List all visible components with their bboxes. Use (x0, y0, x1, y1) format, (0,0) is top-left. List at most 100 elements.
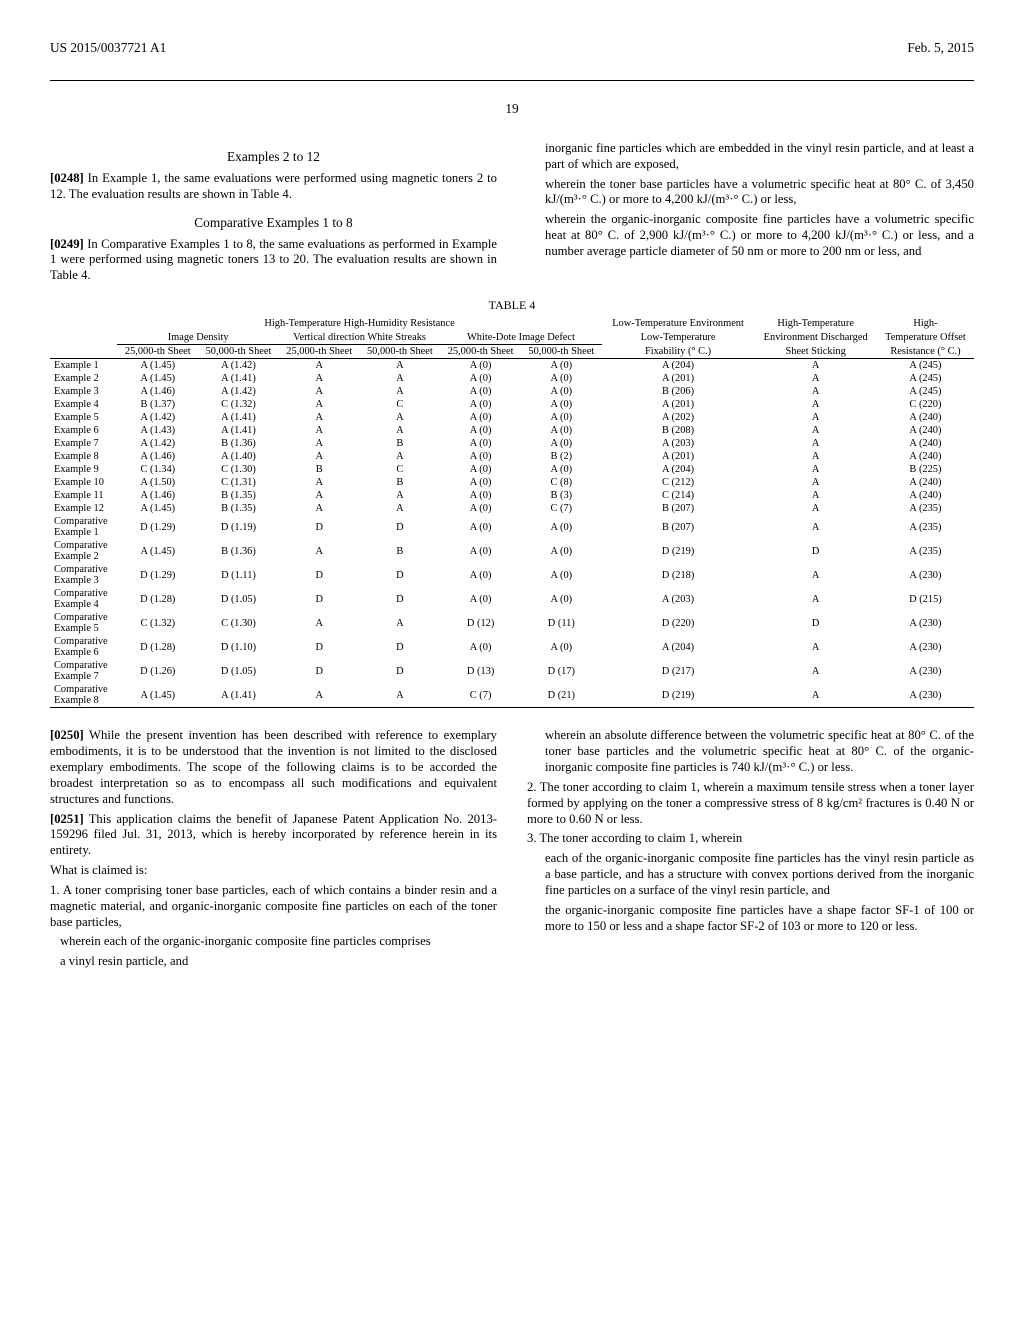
table-cell: B (206) (602, 385, 755, 398)
table-cell: A (0) (521, 424, 602, 437)
row-label: Example 12 (50, 502, 117, 515)
left-column-top: Examples 2 to 12 [0248] In Example 1, th… (50, 137, 497, 288)
claim-cont-1: inorganic fine particles which are embed… (545, 141, 974, 173)
table-cell: A (279, 359, 360, 373)
table-cell: D (1.19) (198, 515, 279, 539)
col-group-lte: Low-Temperature Environment (602, 317, 755, 330)
table-cell: B (207) (602, 515, 755, 539)
table-cell: A (754, 385, 876, 398)
table-cell: A (201) (602, 398, 755, 411)
table-cell: D (279, 563, 360, 587)
table-cell: A (0) (521, 437, 602, 450)
table-cell: A (201) (602, 372, 755, 385)
row-label: Example 2 (50, 372, 117, 385)
what-is-claimed: What is claimed is: (50, 863, 497, 879)
page-header: US 2015/0037721 A1 Feb. 5, 2015 (50, 40, 974, 60)
col-group-hthh: High-Temperature High-Humidity Resistanc… (117, 317, 601, 330)
col-sub-wdid: White-Dote Image Defect (440, 331, 601, 345)
table-cell: D (11) (521, 611, 602, 635)
row-label: Example 10 (50, 476, 117, 489)
table-cell: A (279, 398, 360, 411)
table-cell: A (235) (877, 502, 974, 515)
table-cell: A (1.45) (117, 683, 198, 708)
table-cell: A (754, 359, 876, 373)
table-cell: D (360, 659, 441, 683)
table-body: Example 1A (1.45)A (1.42)AAA (0)A (0)A (… (50, 359, 974, 708)
table-cell: C (1.31) (198, 476, 279, 489)
table-cell: A (0) (521, 515, 602, 539)
claim-cont-2: wherein the toner base particles have a … (545, 177, 974, 209)
table-cell: B (1.35) (198, 502, 279, 515)
table-cell: A (1.43) (117, 424, 198, 437)
col-leaf-s25-3: 25,000-th Sheet (440, 345, 521, 359)
table-cell: A (754, 476, 876, 489)
table-row: ComparativeExample 7D (1.26)D (1.05)DDD … (50, 659, 974, 683)
table-cell: A (235) (877, 515, 974, 539)
table-cell: A (0) (440, 587, 521, 611)
table-row: Example 6A (1.43)A (1.41)AAA (0)A (0)B (… (50, 424, 974, 437)
table-cell: C (1.34) (117, 463, 198, 476)
table-cell: D (279, 515, 360, 539)
table-cell: A (279, 489, 360, 502)
table-cell: D (1.29) (117, 515, 198, 539)
table-cell: A (245) (877, 359, 974, 373)
table-cell: D (220) (602, 611, 755, 635)
table-cell: B (360, 539, 441, 563)
publication-number: US 2015/0037721 A1 (50, 40, 166, 56)
claim-1-c: a vinyl resin particle, and (60, 954, 497, 970)
table-cell: B (3) (521, 489, 602, 502)
table-cell: A (1.45) (117, 372, 198, 385)
para-text-0248: In Example 1, the same evaluations were … (50, 171, 497, 201)
para-num-0248: [0248] (50, 171, 84, 185)
table-cell: A (279, 539, 360, 563)
table-cell: A (0) (440, 372, 521, 385)
col-sub-offset: Temperature Offset (877, 331, 974, 345)
row-label: Example 5 (50, 411, 117, 424)
table-cell: D (21) (521, 683, 602, 708)
col-group-hte: High-Temperature (754, 317, 876, 330)
table-row: Example 9C (1.34)C (1.30)BCA (0)A (0)A (… (50, 463, 974, 476)
table-cell: A (360, 411, 441, 424)
table-cell: A (240) (877, 476, 974, 489)
table-cell: A (201) (602, 450, 755, 463)
table-row: ComparativeExample 8A (1.45)A (1.41)AAC … (50, 683, 974, 708)
col-leaf-res: Resistance (° C.) (877, 345, 974, 359)
table-cell: A (0) (440, 398, 521, 411)
table-row: ComparativeExample 6D (1.28)D (1.10)DDA … (50, 635, 974, 659)
table-cell: A (754, 635, 876, 659)
table-cell: D (17) (521, 659, 602, 683)
table-cell: A (1.46) (117, 489, 198, 502)
table-cell: A (754, 463, 876, 476)
comparative-title: Comparative Examples 1 to 8 (50, 215, 497, 231)
table-cell: A (360, 424, 441, 437)
table-cell: A (0) (521, 411, 602, 424)
col-group-ht: High- (877, 317, 974, 330)
table-cell: A (0) (440, 437, 521, 450)
table-cell: A (279, 424, 360, 437)
table-cell: D (754, 611, 876, 635)
para-num-0251: [0251] (50, 812, 84, 826)
table-cell: D (1.29) (117, 563, 198, 587)
col-leaf-s50-1: 50,000-th Sheet (198, 345, 279, 359)
table-cell: A (1.45) (117, 502, 198, 515)
table-cell: A (0) (440, 450, 521, 463)
table-cell: A (360, 385, 441, 398)
table-cell: A (279, 437, 360, 450)
table-row: Example 1A (1.45)A (1.42)AAA (0)A (0)A (… (50, 359, 974, 373)
table-cell: A (1.40) (198, 450, 279, 463)
table-cell: A (279, 385, 360, 398)
table-row: ComparativeExample 1D (1.29)D (1.19)DDA … (50, 515, 974, 539)
table-cell: A (0) (521, 635, 602, 659)
table-cell: A (360, 611, 441, 635)
table-cell: D (219) (602, 539, 755, 563)
table-cell: A (1.45) (117, 359, 198, 373)
row-label: Example 11 (50, 489, 117, 502)
table-cell: A (279, 683, 360, 708)
table-cell: D (215) (877, 587, 974, 611)
bottom-columns: [0250] While the present invention has b… (50, 724, 974, 974)
row-label: ComparativeExample 1 (50, 515, 117, 539)
claims-section: What is claimed is: 1. A toner comprisin… (50, 863, 497, 970)
table-row: ComparativeExample 2A (1.45)B (1.36)ABA … (50, 539, 974, 563)
table-cell: A (0) (440, 502, 521, 515)
paragraph-0248: [0248] In Example 1, the same evaluation… (50, 171, 497, 203)
